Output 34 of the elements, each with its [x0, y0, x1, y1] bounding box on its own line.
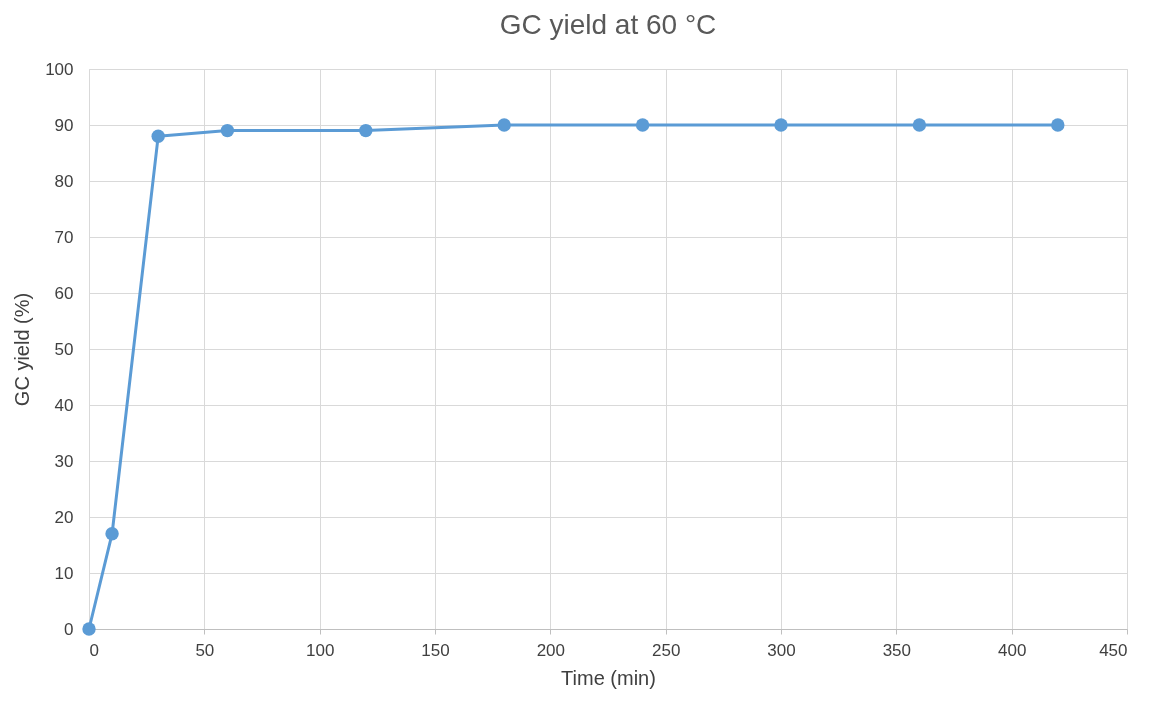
x-tick-label: 250 [651, 640, 681, 660]
point [220, 123, 235, 138]
y-tick-label: 90 [54, 115, 74, 135]
y-tick-label: 100 [45, 59, 74, 79]
y-tick-label: 40 [54, 395, 74, 415]
x-tick-label: 50 [195, 640, 215, 660]
y-tick-label: 70 [54, 227, 74, 247]
y-axis-title: GC yield (%) [11, 292, 34, 407]
y-tick-label: 20 [54, 507, 74, 527]
x-tick-label: 150 [421, 640, 450, 660]
point [105, 527, 119, 541]
point [151, 129, 165, 143]
x-tick-label: 200 [536, 640, 566, 660]
point [635, 118, 650, 132]
y-tick-label: 10 [54, 563, 74, 583]
x-tick-label: 400 [997, 640, 1027, 660]
point [774, 118, 788, 132]
point [82, 622, 96, 636]
x-tick-label: 450 [1099, 640, 1128, 660]
point [359, 123, 373, 138]
point [497, 118, 511, 132]
point [912, 118, 927, 132]
y-tick-label: 60 [54, 283, 74, 303]
x-axis-title: Time (min) [561, 666, 656, 689]
y-tick-label: 50 [54, 339, 74, 359]
y-tick-label: 0 [64, 619, 74, 639]
chart-title: GC yield at 60 °C [499, 9, 717, 40]
x-tick-label: 350 [882, 640, 912, 660]
point [1051, 118, 1065, 132]
x-tick-label: 300 [767, 640, 796, 660]
x-tick-label: 0 [89, 640, 99, 660]
y-tick-label: 30 [54, 451, 74, 471]
y-tick-label: 80 [54, 171, 74, 191]
x-tick-label: 100 [305, 640, 335, 660]
